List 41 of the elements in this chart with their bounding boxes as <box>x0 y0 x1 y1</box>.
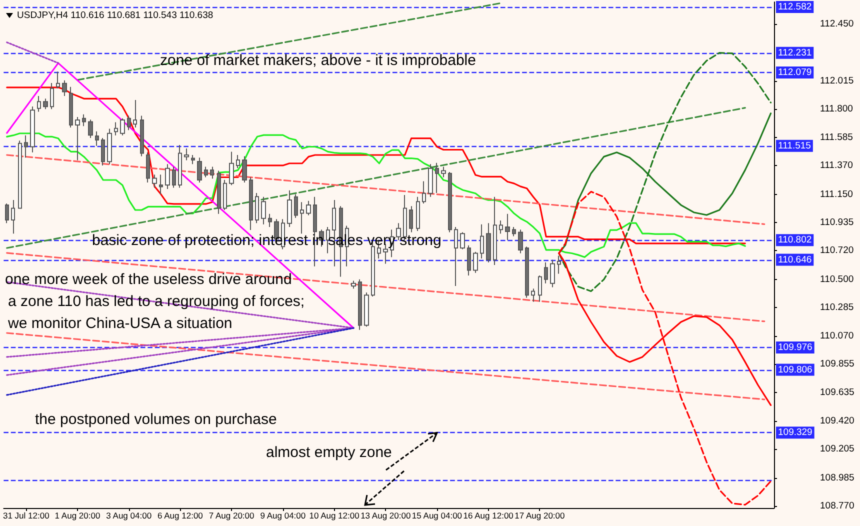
annotation: the postponed volumes on purchase <box>35 411 277 428</box>
ref-line-label: 110.646 <box>778 254 812 266</box>
x-tick-label: 6 Aug 12:00 <box>158 510 204 520</box>
y-tick-label: 112.015 <box>820 75 854 86</box>
y-tick-label: 111.800 <box>820 104 853 115</box>
y-tick-label: 111.585 <box>820 132 853 143</box>
x-tick-label: 17 Aug 20:00 <box>514 510 566 520</box>
ref-line-label: 111.515 <box>778 140 811 152</box>
x-tick-label: 3 Aug 04:00 <box>106 510 152 520</box>
ref-line-label: 109.806 <box>778 364 812 376</box>
ref-line-label: 109.329 <box>778 427 812 438</box>
y-tick-label: 109.635 <box>820 387 854 398</box>
y-tick-label: 110.070 <box>820 330 854 342</box>
y-tick-label: 110.720 <box>820 245 854 256</box>
y-tick-label: 109.855 <box>820 358 854 370</box>
y-tick-label: 111.370 <box>820 160 853 171</box>
y-tick-label: 109.205 <box>820 444 854 455</box>
y-tick-label: 111.150 <box>820 188 853 200</box>
x-tick-label: 13 Aug 20:00 <box>360 510 411 520</box>
y-tick-label: 108.985 <box>820 472 854 484</box>
x-tick-label: 15 Aug 04:00 <box>412 510 462 520</box>
ref-line-label: 110.802 <box>778 234 812 246</box>
text: USDJPY,H4 110.616 110.681 110.543 110.638 <box>17 10 214 21</box>
y-tick-label: 108.770 <box>820 500 854 512</box>
y-tick-label: 112.450 <box>820 18 854 30</box>
ref-line-label: 112.079 <box>778 66 812 78</box>
y-tick-label: 110.285 <box>820 302 854 314</box>
annotation: we monitor China-USA a situation <box>7 315 232 332</box>
y-tick-label: 110.935 <box>820 216 854 228</box>
ref-line-label: 109.976 <box>778 342 812 354</box>
y-tick-label: 110.500 <box>820 274 854 285</box>
x-tick-label: 1 Aug 20:00 <box>54 510 100 520</box>
x-tick-label: 9 Aug 04:00 <box>260 510 306 520</box>
annotation: almost empty zone <box>266 444 392 461</box>
ref-line-label: 112.582 <box>778 1 812 12</box>
x-tick-label: 10 Aug 12:00 <box>309 510 360 520</box>
x-tick-label: 16 Aug 12:00 <box>463 510 514 520</box>
ref-line-label: 112.231 <box>778 47 812 58</box>
y-tick-label: 109.420 <box>820 415 854 426</box>
x-tick-label: 7 Aug 20:00 <box>208 510 255 520</box>
x-tick-label: 31 Jul 12:00 <box>2 510 50 520</box>
